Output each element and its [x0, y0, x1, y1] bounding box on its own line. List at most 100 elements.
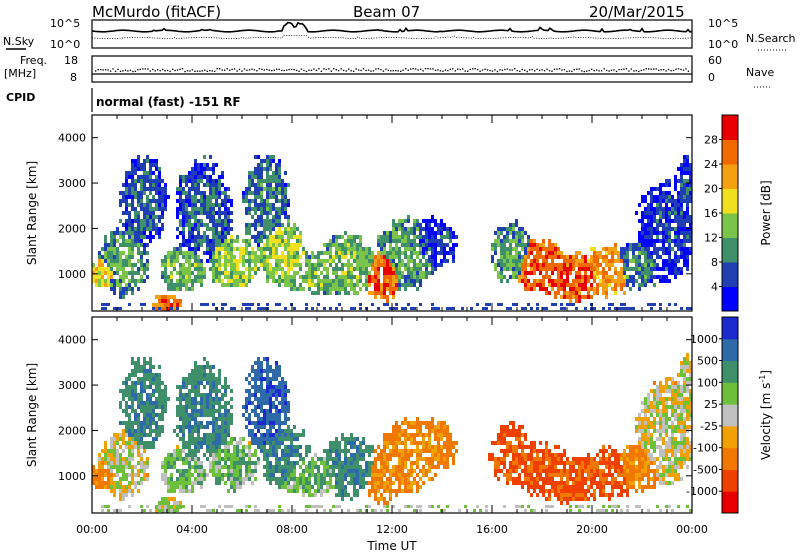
echo-cell [200, 267, 203, 271]
echo-cell [206, 441, 209, 445]
echo-cell [224, 461, 227, 465]
echo-cell [680, 195, 683, 199]
echo-cell [227, 195, 230, 199]
echo-cell [341, 437, 344, 441]
echo-cell [215, 429, 218, 433]
echo-cell [182, 263, 185, 267]
echo-cell [158, 231, 161, 235]
echo-cell [125, 187, 128, 191]
ground-scatter-cell [674, 303, 677, 306]
echo-cell [299, 267, 302, 271]
echo-cell [374, 481, 377, 485]
echo-cell [146, 211, 149, 215]
echo-cell [683, 247, 686, 251]
echo-cell [281, 239, 284, 243]
echo-cell [161, 477, 164, 481]
ground-scatter-cell [410, 307, 413, 310]
echo-cell [206, 381, 209, 385]
cpid-panel: CPID normal (fast) -151 RF [6, 88, 241, 112]
echo-cell [269, 409, 272, 413]
echo-cell [293, 445, 296, 449]
echo-cell [194, 171, 197, 175]
echo-cell [380, 457, 383, 461]
echo-cell [599, 263, 602, 267]
freq-mark [598, 70, 600, 72]
echo-cell [662, 227, 665, 231]
echo-cell [248, 441, 251, 445]
echo-cell [236, 469, 239, 473]
echo-cell [431, 239, 434, 243]
echo-cell [227, 445, 230, 449]
echo-cell [224, 271, 227, 275]
echo-cell [656, 223, 659, 227]
echo-cell [644, 215, 647, 219]
echo-cell [548, 267, 551, 271]
echo-cell [245, 405, 248, 409]
echo-cell [101, 481, 104, 485]
echo-cell [524, 263, 527, 267]
echo-cell [275, 421, 278, 425]
echo-cell [194, 469, 197, 473]
echo-cell [161, 465, 164, 469]
echo-cell [650, 239, 653, 243]
echo-cell [215, 409, 218, 413]
echo-cell [236, 267, 239, 271]
echo-cell [551, 287, 554, 291]
echo-cell [227, 453, 230, 457]
echo-cell [185, 179, 188, 183]
echo-cell [623, 271, 626, 275]
echo-cell [653, 267, 656, 271]
echo-cell [281, 409, 284, 413]
echo-cell [317, 267, 320, 271]
echo-cell [242, 461, 245, 465]
freq-mark [107, 69, 109, 71]
echo-cell [227, 441, 230, 445]
echo-cell [179, 429, 182, 433]
echo-cell [239, 275, 242, 279]
echo-cell [323, 477, 326, 481]
echo-cell [227, 227, 230, 231]
freq-mark [472, 68, 474, 70]
echo-cell [167, 501, 170, 505]
echo-cell [224, 227, 227, 231]
freq-mark [117, 68, 119, 70]
colorbar-tick-label: 20 [704, 183, 718, 196]
echo-cell [269, 211, 272, 215]
freq-mark [129, 69, 132, 71]
echo-cell [383, 231, 386, 235]
echo-cell [227, 421, 230, 425]
echo-cell [182, 255, 185, 259]
echo-cell [197, 231, 200, 235]
echo-cell [110, 283, 113, 287]
echo-cell [677, 203, 680, 207]
echo-cell [269, 433, 272, 437]
echo-cell [602, 291, 605, 295]
echo-cell [506, 263, 509, 267]
echo-cell [269, 275, 272, 279]
echo-cell [182, 377, 185, 381]
echo-cell [98, 473, 101, 477]
echo-cell [239, 279, 242, 283]
echo-cell [224, 199, 227, 203]
colorbar-tick-label: 4 [711, 281, 718, 294]
echo-cell [146, 397, 149, 401]
echo-cell [596, 291, 599, 295]
echo-cell [269, 481, 272, 485]
echo-cell [98, 267, 101, 271]
echo-cell [212, 365, 215, 369]
echo-cell [149, 239, 152, 243]
echo-cell [635, 267, 638, 271]
echo-cell [161, 207, 164, 211]
echo-cell [374, 469, 377, 473]
echo-cell [224, 191, 227, 195]
echo-cell [686, 227, 689, 231]
ground-scatter-cell [311, 307, 314, 310]
echo-cell [191, 441, 194, 445]
echo-cell [95, 279, 98, 283]
echo-cell [347, 441, 350, 445]
echo-cell [665, 223, 668, 227]
echo-cell [254, 461, 257, 465]
echo-cell [242, 259, 245, 263]
freq-mark [124, 69, 127, 71]
echo-cell [674, 219, 677, 223]
